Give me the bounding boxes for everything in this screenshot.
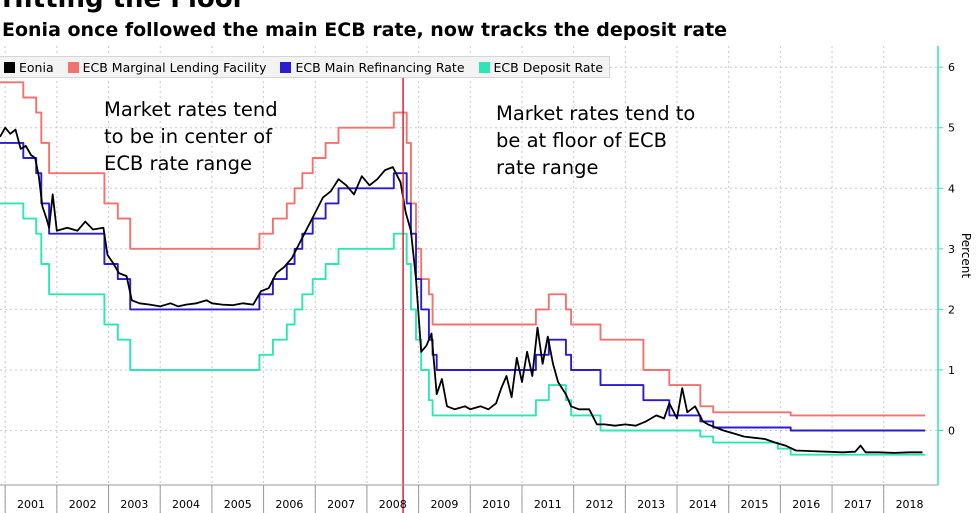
legend-item-marginal-lending[interactable]: ECB Marginal Lending Facility xyxy=(67,59,267,75)
y-tick-label: 0 xyxy=(948,425,955,438)
y-tick-label: 2 xyxy=(948,303,955,316)
x-tick-label: 2017 xyxy=(844,498,872,511)
x-tick-label: 2003 xyxy=(120,498,148,511)
legend-swatch-marginal-lending xyxy=(67,61,79,73)
legend-label: ECB Marginal Lending Facility xyxy=(82,59,267,75)
legend-item-eonia[interactable]: Eonia xyxy=(4,60,54,75)
y-tick-label: 6 xyxy=(948,61,955,74)
legend-swatch-eonia xyxy=(4,61,15,73)
legend-item-main-refinancing[interactable]: ECB Main Refinancing Rate xyxy=(280,59,465,75)
series-layer xyxy=(0,74,926,513)
y-axis-title: Percent xyxy=(959,233,973,278)
x-tick-label: 2018 xyxy=(896,498,924,511)
legend-item-deposit-rate[interactable]: ECB Deposit Rate xyxy=(478,59,604,75)
x-tick-label: 2012 xyxy=(585,498,613,511)
y-tick-label: 1 xyxy=(948,364,955,377)
legend-swatch-main-refinancing xyxy=(280,61,292,73)
x-tick-label: 2001 xyxy=(17,498,45,511)
x-tick-label: 2016 xyxy=(792,498,820,511)
legend-label: ECB Main Refinancing Rate xyxy=(295,59,465,75)
y-tick-label: 4 xyxy=(948,182,955,195)
x-tick-label: 2005 xyxy=(224,498,252,511)
x-tick-label: 2006 xyxy=(275,498,303,511)
legend-label: ECB Deposit Rate xyxy=(493,59,604,75)
x-tick-label: 2014 xyxy=(689,498,717,511)
x-tick-label: 2008 xyxy=(379,498,407,511)
x-tick-label: 2009 xyxy=(430,498,458,511)
x-tick-label: 2010 xyxy=(482,498,510,511)
x-tick-label: 2015 xyxy=(741,498,769,511)
x-tick-label: 2002 xyxy=(69,498,97,511)
legend: Eonia ECB Marginal Lending Facility ECB … xyxy=(0,56,611,78)
axes: 0 1 2 3 4 5 6 2001 2002 2003 2004 2005 2006 2007 2008 2… xyxy=(0,46,973,513)
series-line-ecb-main-refinancing-rate xyxy=(0,141,926,432)
y-tick-label: 3 xyxy=(948,243,955,256)
chart-subtitle: Eonia once followed the main ECB rate, n… xyxy=(2,19,728,41)
annotation-left: Market rates tend to be in center of ECB… xyxy=(104,98,278,175)
x-tick-label: 2013 xyxy=(637,498,665,511)
legend-label: Eonia xyxy=(19,59,54,75)
x-tick-label: 2004 xyxy=(172,498,200,511)
chart-title: Hitting the Floor xyxy=(2,0,245,14)
series-line-ecb-deposit-rate xyxy=(0,202,926,456)
x-tick-label: 2007 xyxy=(327,498,355,511)
x-tick-label: 2011 xyxy=(534,498,562,511)
series-line-ecb-marginal-lending-facility xyxy=(0,81,926,417)
y-tick-label: 5 xyxy=(948,122,955,135)
series-line-eonia xyxy=(0,126,923,454)
legend-swatch-deposit-rate xyxy=(478,61,490,73)
annotation-right: Market rates tend to be at floor of ECB … xyxy=(496,102,696,179)
